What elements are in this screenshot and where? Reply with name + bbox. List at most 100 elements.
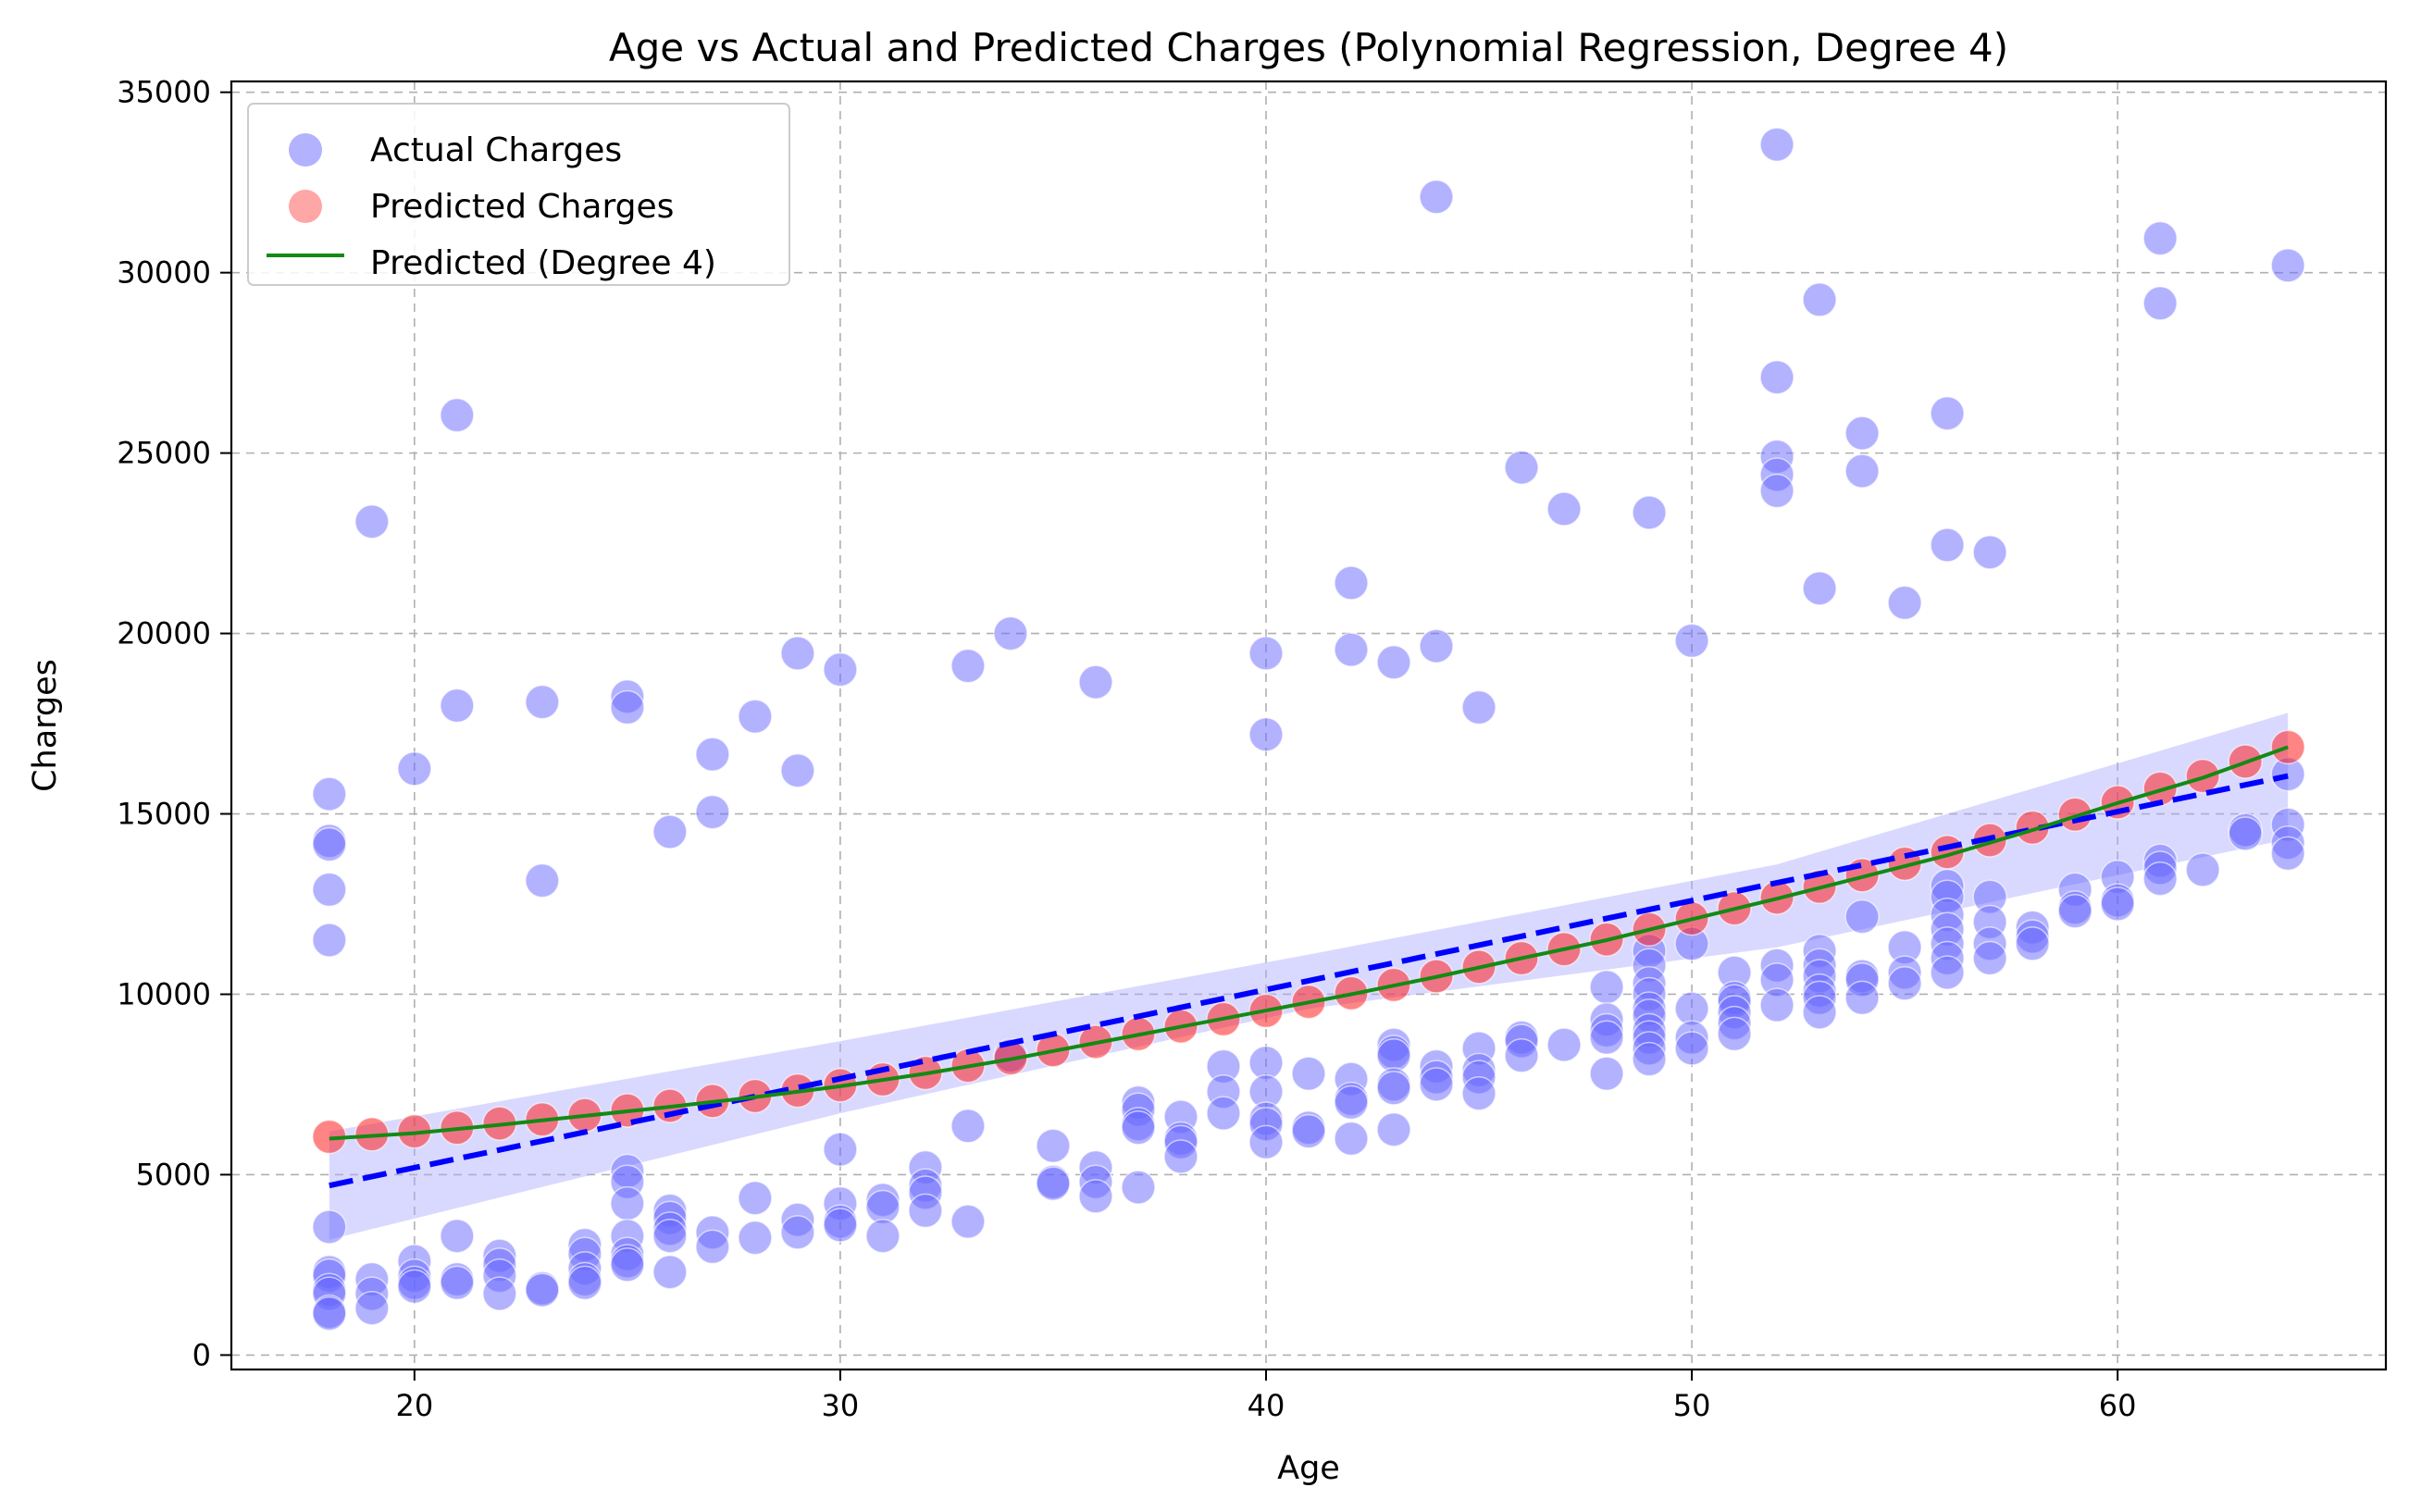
actual-charge-point xyxy=(1334,632,1369,667)
actual-charge-point xyxy=(1887,585,1922,621)
actual-charge-point xyxy=(1334,565,1369,601)
actual-charge-point xyxy=(1759,127,1794,162)
actual-charge-point xyxy=(525,1272,560,1308)
legend-predicted-marker xyxy=(289,190,322,223)
y-tick-label: 0 xyxy=(192,1337,211,1372)
legend: Actual Charges Predicted Charges Predict… xyxy=(247,103,790,286)
actual-charge-point xyxy=(2142,861,2178,897)
confidence-band xyxy=(329,713,2289,1240)
actual-charge-point xyxy=(1589,1056,1624,1092)
actual-charge-point xyxy=(1419,1067,1454,1102)
polynomial-degree-4-line xyxy=(329,745,2289,1141)
actual-charge-point xyxy=(738,699,773,735)
actual-charge-point xyxy=(2100,886,2135,922)
y-tick-label: 35000 xyxy=(117,75,211,110)
x-tick-label: 50 xyxy=(1673,1388,1711,1423)
actual-charge-point xyxy=(440,1218,475,1254)
actual-charge-point xyxy=(354,503,390,539)
actual-charge-point xyxy=(2142,220,2178,256)
actual-charge-point xyxy=(610,1247,645,1283)
actual-charge-point xyxy=(610,689,645,725)
actual-charge-point xyxy=(2270,836,2305,872)
legend-actual-marker xyxy=(289,133,322,167)
actual-charge-point xyxy=(1802,282,1837,317)
actual-charge-point xyxy=(1632,495,1667,530)
actual-charge-point xyxy=(1546,491,1582,527)
actual-charge-point xyxy=(1930,527,1965,563)
x-axis-label: Age xyxy=(1277,1450,1340,1487)
actual-charge-point xyxy=(652,814,688,849)
axis-ticks: 20 30 40 50 60 0 5000 10000 15000 20000 25000 30000… xyxy=(117,75,2136,1423)
y-tick-label: 30000 xyxy=(117,255,211,291)
y-tick-label: 5000 xyxy=(136,1157,211,1192)
actual-charge-point xyxy=(1589,1020,1624,1056)
actual-charge-point xyxy=(312,826,347,862)
actual-charge-point xyxy=(525,862,560,899)
actual-charge-point xyxy=(440,397,475,433)
actual-charge-point xyxy=(652,1218,688,1254)
actual-charge-point xyxy=(1376,1071,1411,1106)
y-axis-label: Charges xyxy=(27,659,64,792)
actual-charge-point xyxy=(1461,689,1496,725)
actual-charge-point xyxy=(1546,1027,1582,1062)
actual-charge-point xyxy=(482,1276,517,1311)
actual-charge-point xyxy=(1844,415,1880,451)
actual-charge-point xyxy=(1802,571,1837,606)
actual-charge-point xyxy=(1717,1016,1752,1052)
actual-charge-point xyxy=(397,751,432,787)
actual-charge-point xyxy=(312,776,347,812)
actual-charge-point xyxy=(1248,716,1284,752)
actual-charge-point xyxy=(695,737,730,772)
actual-charge-point xyxy=(2015,926,2050,961)
actual-charge-point xyxy=(780,636,815,671)
actual-charge-point xyxy=(312,1209,347,1245)
actual-charge-point xyxy=(780,752,815,788)
actual-charge-point xyxy=(738,1181,773,1216)
actual-charge-point xyxy=(312,923,347,958)
actual-charge-point xyxy=(1334,1084,1369,1121)
actual-charge-point xyxy=(1163,1139,1198,1174)
actual-charge-point xyxy=(1334,1121,1369,1157)
legend-actual-label: Actual Charges xyxy=(370,131,622,169)
actual-charge-point xyxy=(1972,940,2007,976)
actual-charge-point xyxy=(2270,248,2305,283)
confidence-band-area xyxy=(329,713,2289,1240)
actual-charge-point xyxy=(1930,395,1965,431)
actual-charge-point xyxy=(1759,987,1794,1022)
actual-charge-point xyxy=(312,1295,347,1332)
actual-charge-point xyxy=(1802,995,1837,1030)
legend-predicted-label: Predicted Charges xyxy=(370,188,674,226)
plot-frame xyxy=(230,80,2388,1371)
actual-charge-point xyxy=(1248,1124,1284,1160)
actual-charge-point xyxy=(1376,645,1411,680)
actual-charge-point xyxy=(1759,359,1794,395)
actual-charge-point xyxy=(312,872,347,908)
actual-charge-point xyxy=(1589,969,1624,1005)
actual-charges-series xyxy=(312,127,2305,1332)
actual-charge-point xyxy=(1036,1128,1071,1164)
actual-charge-point xyxy=(950,648,986,684)
actual-charge-point xyxy=(2057,894,2092,929)
actual-charge-point xyxy=(1376,1111,1411,1147)
actual-charge-point xyxy=(1121,1170,1156,1205)
actual-charge-point xyxy=(2228,816,2263,851)
chart-title: Age vs Actual and Predicted Charges (Pol… xyxy=(609,25,2008,70)
legend-poly-label: Predicted (Degree 4) xyxy=(370,244,716,282)
actual-charge-point xyxy=(1504,450,1539,485)
actual-charge-point xyxy=(1291,1113,1326,1149)
actual-charge-point xyxy=(2185,852,2220,887)
actual-charge-point xyxy=(823,651,858,688)
regression-lines xyxy=(329,745,2289,1189)
actual-charge-point xyxy=(1078,1179,1113,1214)
actual-charge-point xyxy=(1844,453,1880,489)
actual-charge-point xyxy=(695,794,730,830)
y-tick-label: 15000 xyxy=(117,797,211,832)
actual-charge-point xyxy=(1419,180,1454,215)
actual-charge-point xyxy=(525,684,560,720)
actual-charge-point xyxy=(610,1185,645,1221)
actual-charge-point xyxy=(1291,1056,1326,1092)
actual-charge-point xyxy=(567,1265,602,1301)
legend-box xyxy=(247,103,790,286)
actual-charge-point xyxy=(1759,473,1794,509)
actual-charge-point xyxy=(440,688,475,724)
